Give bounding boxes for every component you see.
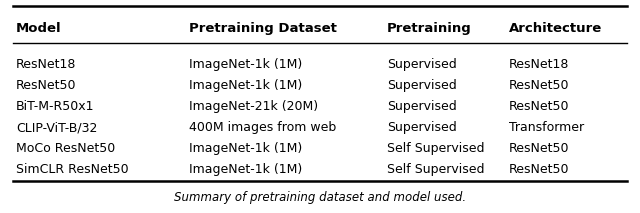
Text: ResNet18: ResNet18 [509, 58, 569, 72]
Text: Pretraining Dataset: Pretraining Dataset [189, 22, 337, 35]
Text: MoCo ResNet50: MoCo ResNet50 [16, 142, 115, 155]
Text: Supervised: Supervised [387, 79, 457, 92]
Text: ResNet50: ResNet50 [509, 163, 570, 176]
Text: ResNet50: ResNet50 [509, 142, 570, 155]
Text: BiT-M-R50x1: BiT-M-R50x1 [16, 100, 95, 113]
Text: Supervised: Supervised [387, 121, 457, 134]
Text: ResNet50: ResNet50 [16, 79, 77, 92]
Text: Self Supervised: Self Supervised [387, 142, 484, 155]
Text: ImageNet-1k (1M): ImageNet-1k (1M) [189, 79, 302, 92]
Text: Model: Model [16, 22, 61, 35]
Text: Pretraining: Pretraining [387, 22, 472, 35]
Text: Supervised: Supervised [387, 58, 457, 72]
Text: Architecture: Architecture [509, 22, 602, 35]
Text: Self Supervised: Self Supervised [387, 163, 484, 176]
Text: CLIP-ViT-B/32: CLIP-ViT-B/32 [16, 121, 97, 134]
Text: ResNet50: ResNet50 [509, 100, 570, 113]
Text: ImageNet-1k (1M): ImageNet-1k (1M) [189, 163, 302, 176]
Text: ImageNet-21k (20M): ImageNet-21k (20M) [189, 100, 318, 113]
Text: ResNet50: ResNet50 [509, 79, 570, 92]
Text: ResNet18: ResNet18 [16, 58, 76, 72]
Text: ImageNet-1k (1M): ImageNet-1k (1M) [189, 142, 302, 155]
Text: ImageNet-1k (1M): ImageNet-1k (1M) [189, 58, 302, 72]
Text: Supervised: Supervised [387, 100, 457, 113]
Text: 400M images from web: 400M images from web [189, 121, 336, 134]
Text: Summary of pretraining dataset and model used.: Summary of pretraining dataset and model… [174, 190, 466, 204]
Text: SimCLR ResNet50: SimCLR ResNet50 [16, 163, 129, 176]
Text: Transformer: Transformer [509, 121, 584, 134]
